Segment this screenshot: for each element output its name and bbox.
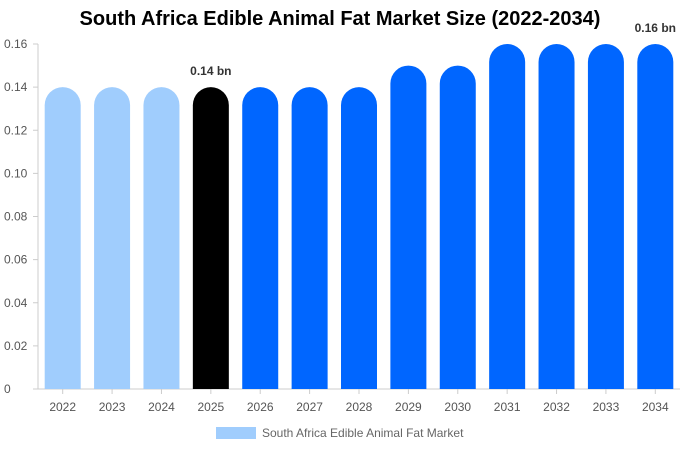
x-tick-label-2032: 2032: [543, 400, 570, 414]
x-tick-label-2033: 2033: [593, 400, 620, 414]
bar-2028: [341, 87, 377, 389]
x-tick-label-2026: 2026: [247, 400, 274, 414]
y-tick-label: 0: [4, 382, 11, 396]
x-tick-label-2034: 2034: [642, 400, 669, 414]
x-tick-label-2027: 2027: [296, 400, 323, 414]
bar-2027: [291, 87, 328, 389]
x-tick-label-2028: 2028: [346, 400, 373, 414]
legend-label: South Africa Edible Animal Fat Market: [262, 426, 464, 440]
bar-2024: [143, 87, 180, 389]
bar-2032: [538, 44, 575, 389]
y-tick-label: 0.02: [4, 339, 28, 353]
bar-2022: [44, 87, 81, 389]
y-tick-label: 0.08: [4, 210, 28, 224]
legend[interactable]: South Africa Edible Animal Fat Market: [216, 426, 463, 440]
bar-2033: [587, 44, 624, 389]
bar-2026: [242, 87, 279, 389]
data-label-2025: 0.14 bn: [190, 64, 231, 78]
y-tick-label: 0.04: [4, 296, 28, 310]
bar-2029: [390, 65, 427, 389]
y-tick-label: 0.14: [4, 80, 28, 94]
y-tick-label: 0.06: [4, 253, 28, 267]
y-tick-label: 0.16: [4, 37, 28, 51]
y-tick-label: 0.12: [4, 123, 28, 137]
x-tick-label-2023: 2023: [99, 400, 126, 414]
bar-2031: [489, 43, 526, 389]
bar-2025: [192, 87, 229, 389]
bar-2023: [94, 87, 131, 389]
x-tick-label-2022: 2022: [49, 400, 76, 414]
bar-2034: [637, 44, 674, 389]
chart-title: South Africa Edible Animal Fat Market Si…: [79, 8, 601, 30]
x-tick-label-2030: 2030: [444, 400, 471, 414]
data-label-2034: 0.16 bn: [635, 21, 676, 35]
y-tick-label: 0.10: [4, 166, 28, 180]
bar-2030: [439, 65, 476, 389]
x-tick-label-2025: 2025: [197, 400, 224, 414]
x-tick-label-2024: 2024: [148, 400, 175, 414]
x-tick-label-2029: 2029: [395, 400, 422, 414]
x-tick-label-2031: 2031: [494, 400, 521, 414]
legend-swatch: [216, 427, 256, 439]
